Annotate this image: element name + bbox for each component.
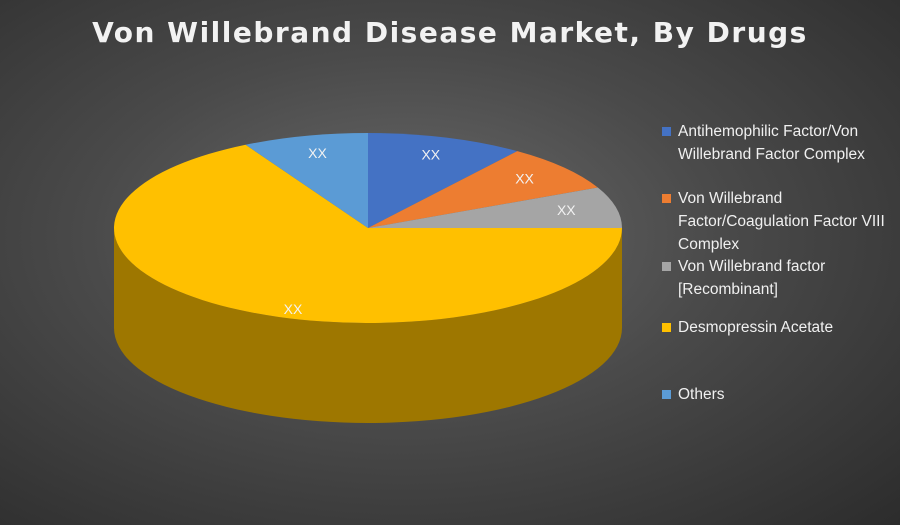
legend-swatch-1 bbox=[662, 127, 671, 136]
pie-slice-5 bbox=[245, 133, 368, 228]
pie-side-4-0 bbox=[114, 228, 622, 423]
legend-label-3: Von Willebrand factor [Recombinant] bbox=[678, 258, 826, 298]
pie-slice-2 bbox=[368, 151, 598, 228]
legend-swatch-3 bbox=[662, 262, 671, 271]
legend-item-3: Von Willebrand factor [Recombinant] bbox=[662, 255, 894, 301]
legend-item-4: Desmopressin Acetate bbox=[662, 316, 894, 339]
legend-item-2: Von Willebrand Factor/Coagulation Factor… bbox=[662, 187, 894, 256]
pie-data-label-4: XX bbox=[284, 301, 303, 317]
pie-data-label-3: XX bbox=[557, 202, 576, 218]
pie-data-label-1: XX bbox=[421, 146, 440, 162]
legend-item-5: Others bbox=[662, 383, 894, 406]
legend-label-2: Von Willebrand Factor/Coagulation Factor… bbox=[678, 190, 885, 253]
pie-data-label-5: XX bbox=[308, 145, 327, 161]
legend-label-4: Desmopressin Acetate bbox=[678, 319, 834, 336]
legend-swatch-4 bbox=[662, 323, 671, 332]
pie-slice-4 bbox=[114, 144, 622, 323]
legend-swatch-2 bbox=[662, 194, 671, 203]
chart-title: Von Willebrand Disease Market, By Drugs bbox=[92, 16, 808, 49]
pie-slice-3 bbox=[368, 187, 622, 228]
pie-data-label-2: XX bbox=[515, 170, 534, 186]
legend-label-5: Others bbox=[678, 386, 725, 403]
legend-item-1: Antihemophilic Factor/Von Willebrand Fac… bbox=[662, 120, 894, 166]
legend-swatch-5 bbox=[662, 390, 671, 399]
legend-label-1: Antihemophilic Factor/Von Willebrand Fac… bbox=[678, 123, 865, 163]
pie-slice-1 bbox=[368, 133, 518, 228]
